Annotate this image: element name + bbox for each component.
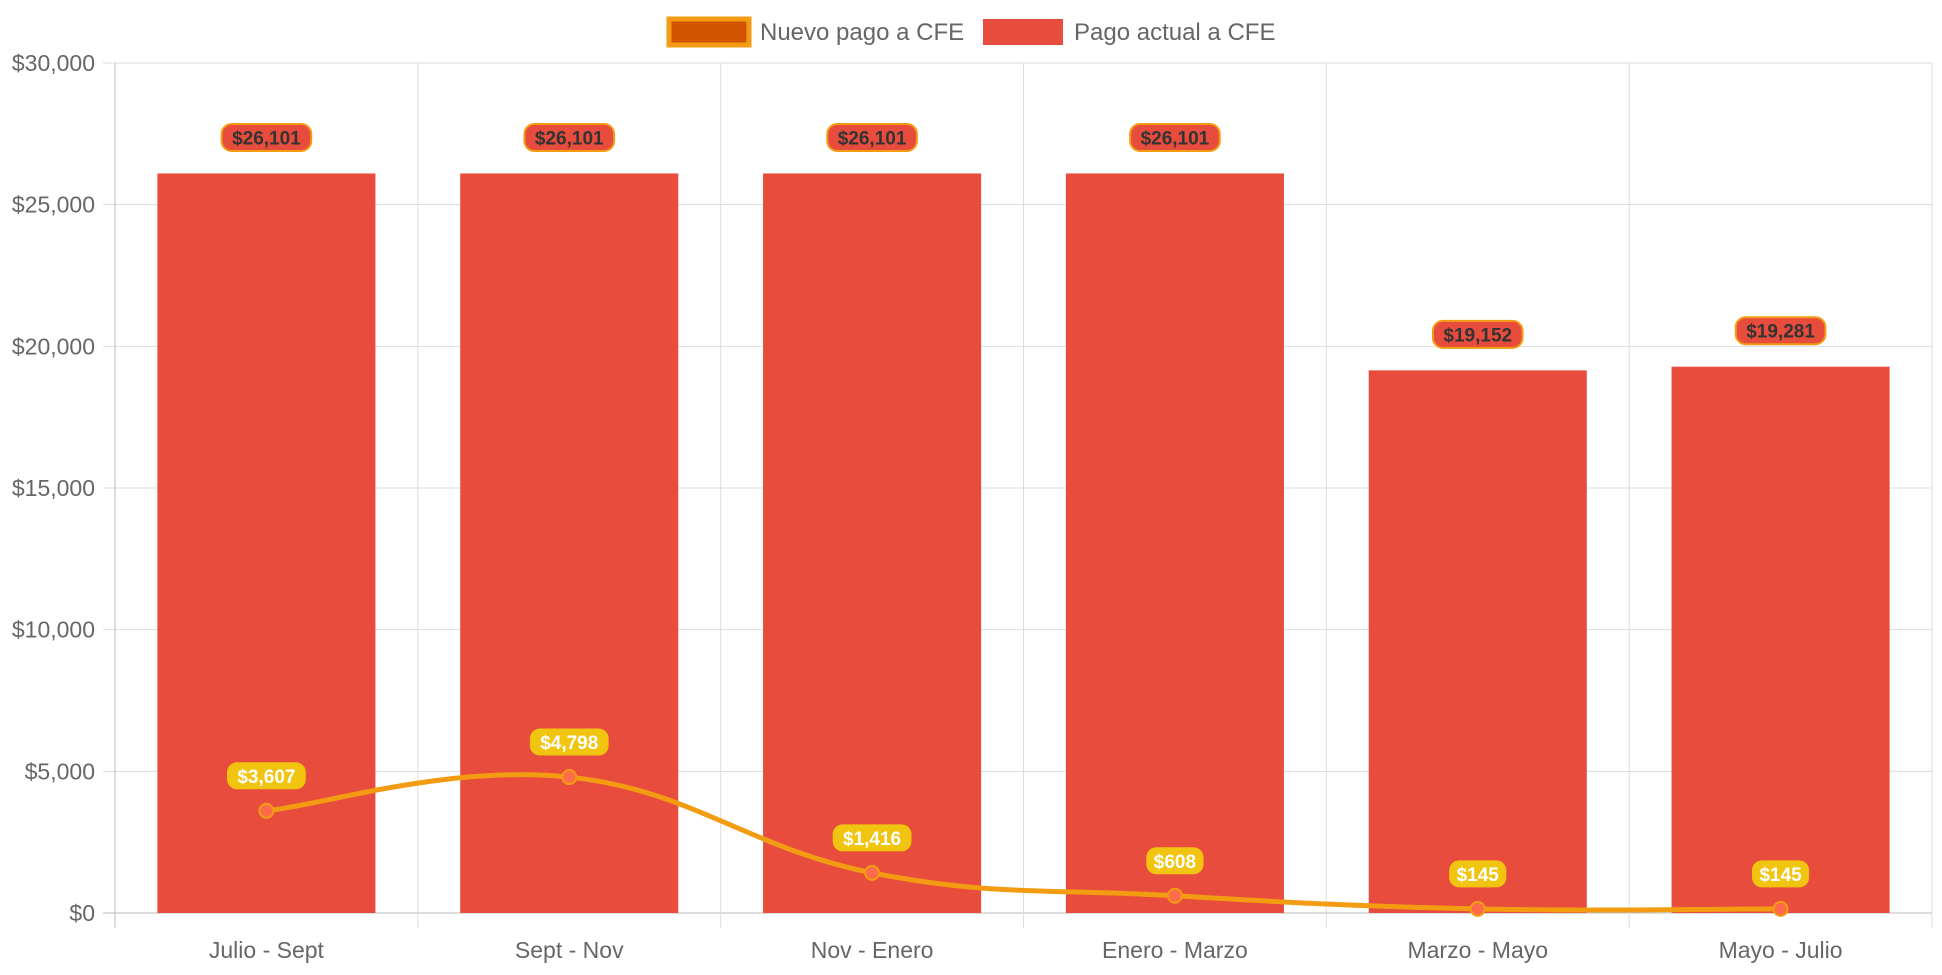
line-value-label-text: $3,607 <box>237 767 295 788</box>
line-point <box>864 864 881 881</box>
line-layer <box>258 769 1789 917</box>
x-tick-label: Julio - Sept <box>209 937 325 963</box>
line-value-label: $145 <box>1449 860 1507 888</box>
legend-label-actual[interactable]: Pago actual a CFE <box>1074 19 1275 46</box>
bar-value-label-text: $26,101 <box>535 128 604 149</box>
bar-value-label-bg <box>220 122 313 152</box>
line-value-label-text: $4,798 <box>540 733 598 754</box>
y-tick-label: $30,000 <box>12 50 95 76</box>
line-value-label-bg <box>1146 847 1204 875</box>
bar-value-label-text: $26,101 <box>838 128 907 149</box>
line-value-label-bg <box>1751 860 1810 888</box>
x-tick-label: Sept - Nov <box>515 937 624 963</box>
labels-layer: $26,101 $26,101 $26,101 $26,101 $19,152 $19,2… <box>220 122 1827 888</box>
bar-value-label-text: $26,101 <box>232 128 301 149</box>
y-tick-label: $25,000 <box>12 192 95 218</box>
bar <box>460 173 679 913</box>
line-value-label-bg <box>832 824 912 852</box>
y-tick-label: $20,000 <box>12 333 95 359</box>
bar-value-label-text: $19,152 <box>1443 325 1512 346</box>
legend: Nuevo pago a CFE Pago actual a CFE <box>666 16 1275 48</box>
line-value-label-text: $1,416 <box>843 829 901 850</box>
line-value-label-bg <box>1449 860 1507 888</box>
bar <box>1368 370 1587 913</box>
grid-layer <box>103 62 1933 928</box>
line-value-label: $608 <box>1146 847 1204 875</box>
bar-value-label-bg <box>1431 319 1524 349</box>
bar <box>1065 173 1284 913</box>
x-tick-label: Enero - Marzo <box>1102 937 1248 963</box>
line-point <box>1772 900 1789 917</box>
line-value-label-text: $145 <box>1759 865 1802 886</box>
line-point <box>1166 887 1183 904</box>
bar-value-label-bg <box>1734 316 1827 346</box>
axis-layer: $0 $5,000 $10,000 $15,000 $20,000 $25,000 $30,… <box>12 50 1843 963</box>
bar <box>1671 366 1890 914</box>
bar-value-label-bg <box>1129 122 1221 152</box>
bar-value-label: $19,152 <box>1431 319 1524 349</box>
line-point <box>258 802 275 819</box>
bar-value-label-text: $26,101 <box>1141 128 1210 149</box>
bar-value-label: $26,101 <box>1129 122 1221 152</box>
y-tick-label: $0 <box>69 900 95 926</box>
line-value-label-text: $608 <box>1154 852 1196 873</box>
line-value-label-bg <box>227 762 306 790</box>
y-tick-label: $5,000 <box>25 758 95 784</box>
bar-value-label-bg <box>826 122 918 152</box>
x-tick-label: Mayo - Julio <box>1719 937 1843 963</box>
bar-value-label: $26,101 <box>220 122 313 152</box>
line-point <box>561 769 578 786</box>
legend-swatch-nuevo[interactable] <box>666 16 752 48</box>
bars-layer <box>157 173 1890 914</box>
series-line-nuevo <box>263 772 1784 913</box>
x-tick-label: Nov - Enero <box>811 937 934 963</box>
bar-value-label-bg <box>523 122 616 152</box>
line-value-label: $4,798 <box>529 728 609 756</box>
line-value-label-text: $145 <box>1457 865 1500 886</box>
line-point <box>1469 900 1486 917</box>
line-value-label: $1,416 <box>832 824 912 852</box>
line-value-label: $145 <box>1751 860 1810 888</box>
y-tick-label: $15,000 <box>12 475 95 501</box>
bar-value-label-text: $19,281 <box>1746 322 1815 343</box>
x-tick-label: Marzo - Mayo <box>1407 937 1548 963</box>
legend-label-nuevo[interactable]: Nuevo pago a CFE <box>760 19 964 46</box>
bar-value-label: $26,101 <box>523 122 616 152</box>
legend-swatch-actual[interactable] <box>983 19 1063 45</box>
bar <box>157 173 376 913</box>
bar-value-label: $26,101 <box>826 122 918 152</box>
line-value-label: $3,607 <box>227 762 306 790</box>
bar-value-label: $19,281 <box>1734 316 1827 346</box>
y-tick-label: $10,000 <box>12 617 95 643</box>
line-value-label-bg <box>529 728 609 756</box>
bar <box>763 173 982 913</box>
